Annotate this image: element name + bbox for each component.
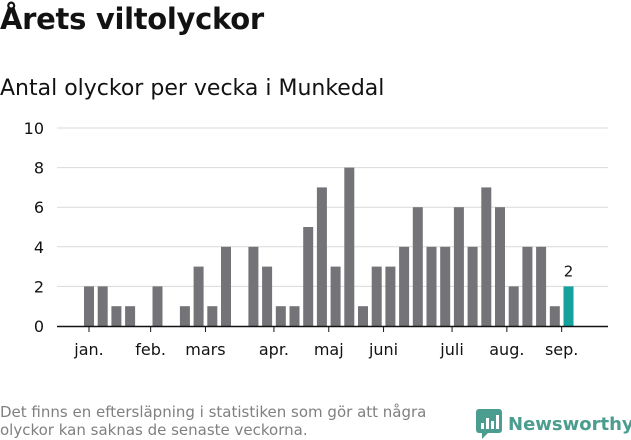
- bar: [207, 306, 218, 326]
- x-tick-label: jan.: [73, 340, 103, 359]
- bar: [522, 246, 533, 326]
- bar-value-label: 2: [564, 262, 574, 280]
- bar: [481, 187, 492, 326]
- x-axis-ticks: jan. feb. mars apr. maj juni juli aug. sep.: [57, 325, 608, 359]
- bar-chart: 0 2 4 6 8 10 2 jan. feb. mars apr. maj juni juli aug…: [0, 110, 631, 374]
- newsworthy-brand: Newsworthy: [476, 408, 631, 440]
- brand-name: Newsworthy: [508, 413, 631, 435]
- bar: [111, 306, 122, 326]
- x-tick-label: apr.: [259, 340, 289, 359]
- newsworthy-logo-icon: [476, 409, 502, 439]
- x-tick-label: maj: [314, 340, 344, 359]
- bar: [152, 286, 163, 326]
- bar: [426, 246, 437, 326]
- x-tick-label: aug.: [489, 340, 524, 359]
- bar: [330, 266, 341, 326]
- bar: [275, 306, 286, 326]
- bar: [221, 246, 231, 326]
- bar: [358, 306, 368, 326]
- bar: [289, 306, 300, 326]
- bar: [453, 207, 464, 326]
- x-tick-label: juni: [368, 340, 398, 359]
- x-tick-label: sep.: [545, 340, 578, 359]
- bar: [303, 227, 314, 326]
- footnote: Det finns en eftersläpning i statistiken…: [0, 403, 427, 439]
- y-axis-ticks: 0 2 4 6 8 10: [24, 119, 44, 336]
- bar: [440, 246, 451, 326]
- bar: [371, 266, 382, 326]
- chart-subtitle: Antal olyckor per vecka i Munkedal: [0, 76, 385, 101]
- x-tick-label: mars: [185, 340, 225, 359]
- bar: [179, 306, 190, 326]
- bar: [125, 306, 136, 326]
- y-tick-label: 2: [34, 277, 44, 296]
- data-labels: 2: [564, 262, 574, 280]
- bar: [84, 286, 94, 326]
- bar: [495, 207, 505, 326]
- y-tick-label: 6: [34, 198, 44, 217]
- bar: [262, 266, 273, 326]
- bar-chart-svg: 0 2 4 6 8 10 2 jan. feb. mars apr. maj juni juli aug…: [24, 119, 608, 359]
- bar: [536, 246, 547, 326]
- bar: [467, 246, 478, 326]
- bar: [316, 187, 327, 326]
- bar: [508, 286, 519, 326]
- bar: [412, 207, 423, 326]
- bar: [399, 246, 410, 326]
- bar: [248, 246, 259, 326]
- y-tick-label: 8: [34, 159, 44, 178]
- chart-title: Årets viltolyckor: [0, 2, 264, 36]
- bar-highlight: [563, 286, 574, 326]
- bar: [385, 266, 396, 326]
- bars: [84, 167, 574, 326]
- x-tick-label: feb.: [135, 340, 166, 359]
- bar: [344, 167, 355, 326]
- bar: [97, 286, 108, 326]
- y-tick-label: 4: [34, 238, 44, 257]
- bar: [193, 266, 204, 326]
- y-tick-label: 10: [24, 119, 44, 138]
- y-tick-label: 0: [34, 317, 44, 336]
- bar: [549, 306, 560, 326]
- x-tick-label: juli: [439, 340, 463, 359]
